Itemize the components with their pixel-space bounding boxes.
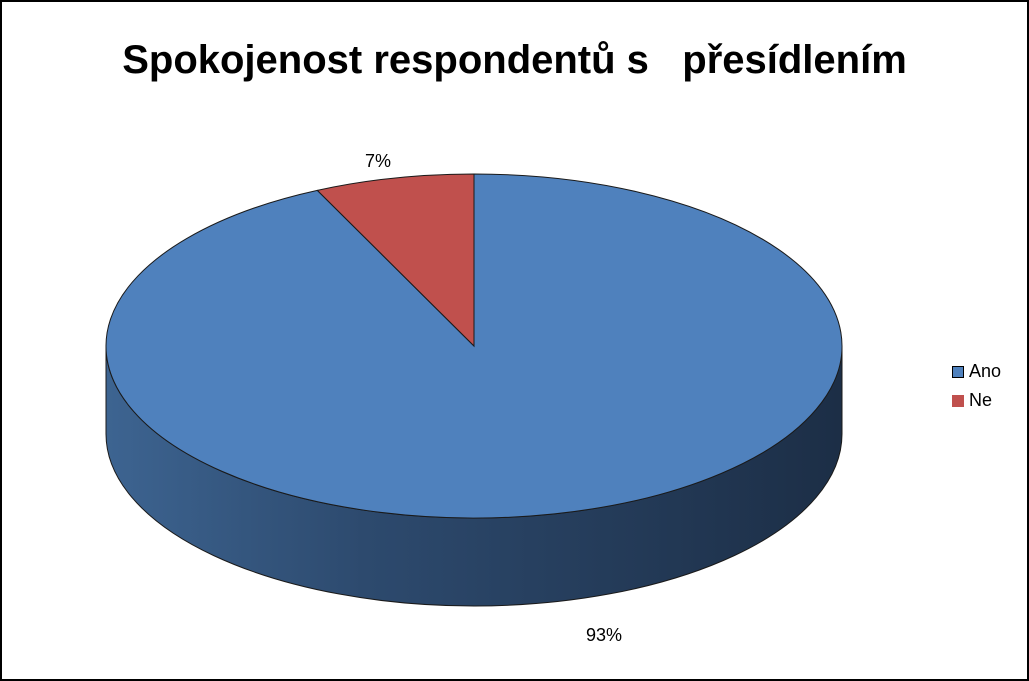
legend-swatch-ano xyxy=(952,365,964,378)
data-label-ano: 93% xyxy=(586,625,622,645)
legend-item-ne: Ne xyxy=(952,386,1001,415)
legend-item-ano: Ano xyxy=(952,357,1001,386)
pie-slice-ne xyxy=(316,173,475,348)
legend: Ano Ne xyxy=(952,357,1001,415)
legend-label-ano: Ano xyxy=(969,361,1002,381)
data-label-ne: 7% xyxy=(365,151,391,171)
chart-title: Spokojenost respondentů s přesídlením xyxy=(122,38,907,82)
pie-slice-ano xyxy=(105,173,843,519)
legend-label-ne: Ne xyxy=(969,390,993,410)
legend-swatch-ne xyxy=(952,394,964,407)
